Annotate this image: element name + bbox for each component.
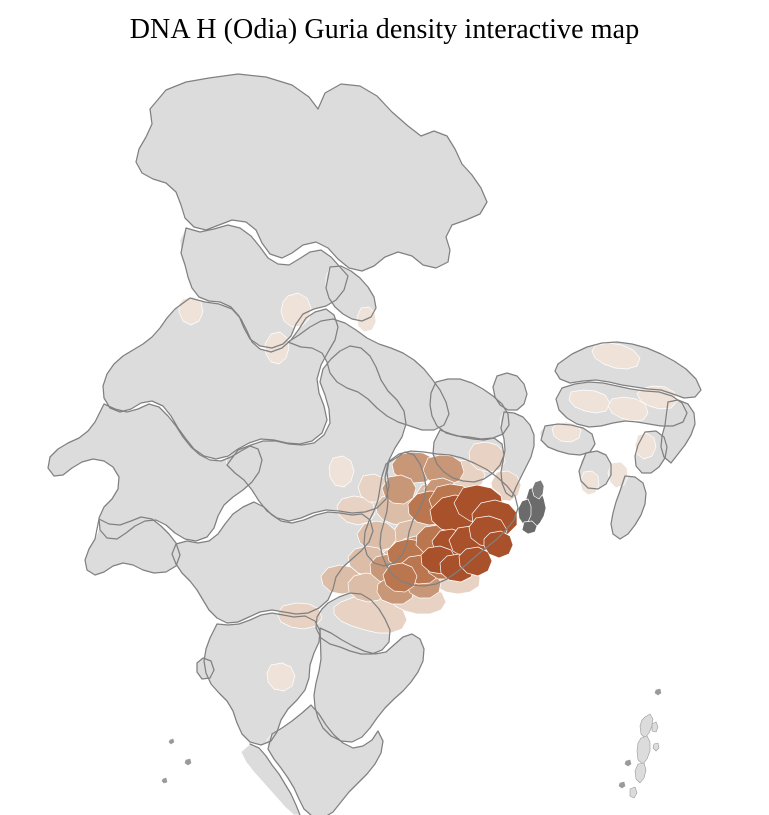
state-boundaries: [48, 74, 701, 815]
india-choropleth-map[interactable]: [0, 52, 769, 815]
island-layer: [162, 689, 661, 815]
map-svg[interactable]: [0, 52, 769, 815]
district-layer-no-data[interactable]: [48, 74, 701, 815]
page-title: DNA H (Odia) Guria density interactive m…: [129, 14, 640, 45]
dense-border-cluster: [518, 480, 546, 534]
